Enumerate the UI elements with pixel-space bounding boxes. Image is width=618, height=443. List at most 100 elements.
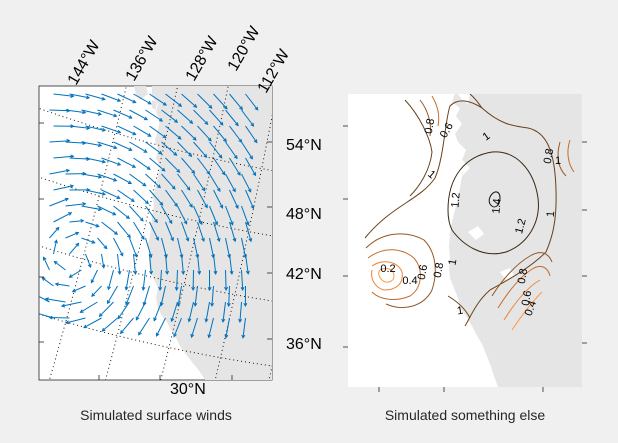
wind-vector (49, 227, 60, 239)
wind-vector (69, 269, 82, 278)
wind-vector (177, 173, 191, 191)
wind-vector-head (208, 104, 213, 109)
wind-vector (117, 253, 121, 274)
wind-vector (188, 301, 194, 322)
contour-line (567, 139, 575, 173)
wind-vector-head (161, 167, 166, 172)
wind-vector-head (97, 111, 103, 116)
contour-label: 1.4 (490, 198, 503, 214)
wind-vector-head (127, 180, 133, 184)
wind-vector (161, 109, 178, 123)
wind-vector-head (119, 330, 124, 335)
wind-vector (245, 221, 252, 242)
wind-vector (213, 125, 227, 142)
wind-vector-head (250, 122, 255, 127)
wind-vector (222, 301, 226, 322)
wind-vector (138, 317, 150, 336)
wind-vector-head (216, 237, 221, 243)
wind-vector-head (80, 218, 85, 223)
wind-vector (81, 141, 102, 147)
wind-vector (43, 257, 50, 271)
wind-vector-head (229, 270, 234, 275)
wind-vector-head (171, 185, 176, 190)
wind-vector-head (162, 102, 167, 106)
contour-line (447, 295, 471, 319)
wind-vector-head (116, 195, 121, 199)
contour-label: 0.8 (516, 268, 530, 285)
wind-vector (176, 269, 178, 291)
wind-vector (181, 253, 184, 274)
wind-vector (229, 125, 242, 143)
wind-vector-head (86, 126, 91, 130)
wind-vector (145, 237, 152, 258)
wind-vector-head (247, 188, 252, 193)
wind-vector (177, 141, 192, 157)
wind-vector (49, 198, 69, 207)
wind-vector (213, 93, 228, 110)
wind-vector-head (233, 155, 238, 160)
wind-vector (191, 317, 198, 338)
wind-vector (85, 93, 105, 100)
contour-label: 1 (481, 130, 493, 143)
wind-vector (165, 93, 182, 107)
wind-vector-head (65, 168, 71, 173)
meridian-label: 144°W (65, 37, 104, 88)
wind-vector-head (69, 184, 75, 189)
wind-vector-head (101, 191, 107, 196)
wind-vector-head (210, 302, 215, 307)
wind-vector (165, 221, 174, 241)
wind-vector-head (147, 133, 152, 137)
wind-vector-head (127, 234, 131, 239)
wind-vector (101, 253, 105, 268)
wind-vector (129, 237, 138, 257)
wind-vector-head (135, 316, 140, 321)
wind-vector-head (158, 150, 163, 155)
wind-vector (181, 125, 197, 141)
wind-vector (145, 141, 162, 155)
wind-vector (97, 173, 117, 182)
wind-vector-head (133, 270, 138, 275)
wind-vector (213, 253, 217, 274)
wind-vector (197, 157, 210, 175)
wind-vector (245, 189, 254, 209)
contour-label: 0.6 (416, 264, 430, 281)
wind-vector-head (221, 318, 226, 323)
wind-vector-head (132, 99, 137, 104)
wind-vector-head (124, 286, 129, 291)
contour-label: 1 (555, 155, 561, 167)
meridian-label: 112°W (255, 46, 294, 96)
wind-vector-head (235, 122, 239, 127)
wind-vector (65, 317, 86, 324)
wind-vector-head (75, 231, 80, 236)
wind-vector (177, 109, 193, 124)
wind-vector (143, 285, 150, 306)
wind-vector (133, 93, 152, 105)
wind-vector-head (223, 105, 228, 110)
wind-vector (239, 301, 242, 322)
wind-vector (225, 205, 234, 225)
wind-vector-head (101, 327, 106, 332)
wind-vector-head (178, 103, 183, 107)
wind-vector (177, 205, 188, 225)
wind-vector-head (106, 300, 111, 305)
wind-vector-head (117, 98, 122, 102)
contour-line (491, 252, 553, 297)
wind-vector (135, 301, 146, 321)
parallel-label: 48°N (286, 206, 322, 223)
wind-vector-head (207, 286, 212, 292)
wind-vector (117, 189, 135, 202)
wind-vector (242, 317, 246, 338)
wind-vector (229, 93, 243, 110)
wind-vector (165, 125, 182, 140)
contour-line (511, 291, 543, 331)
wind-vector-head (203, 153, 208, 158)
wind-vector-head (201, 187, 206, 192)
wind-vector (209, 237, 215, 258)
wind-vector (241, 141, 253, 160)
wind-vector-head (253, 139, 258, 144)
wind-vector-head (173, 333, 177, 338)
wind-vector (229, 189, 239, 209)
wind-vector (101, 157, 121, 166)
meridian-label: 128°W (183, 33, 222, 84)
